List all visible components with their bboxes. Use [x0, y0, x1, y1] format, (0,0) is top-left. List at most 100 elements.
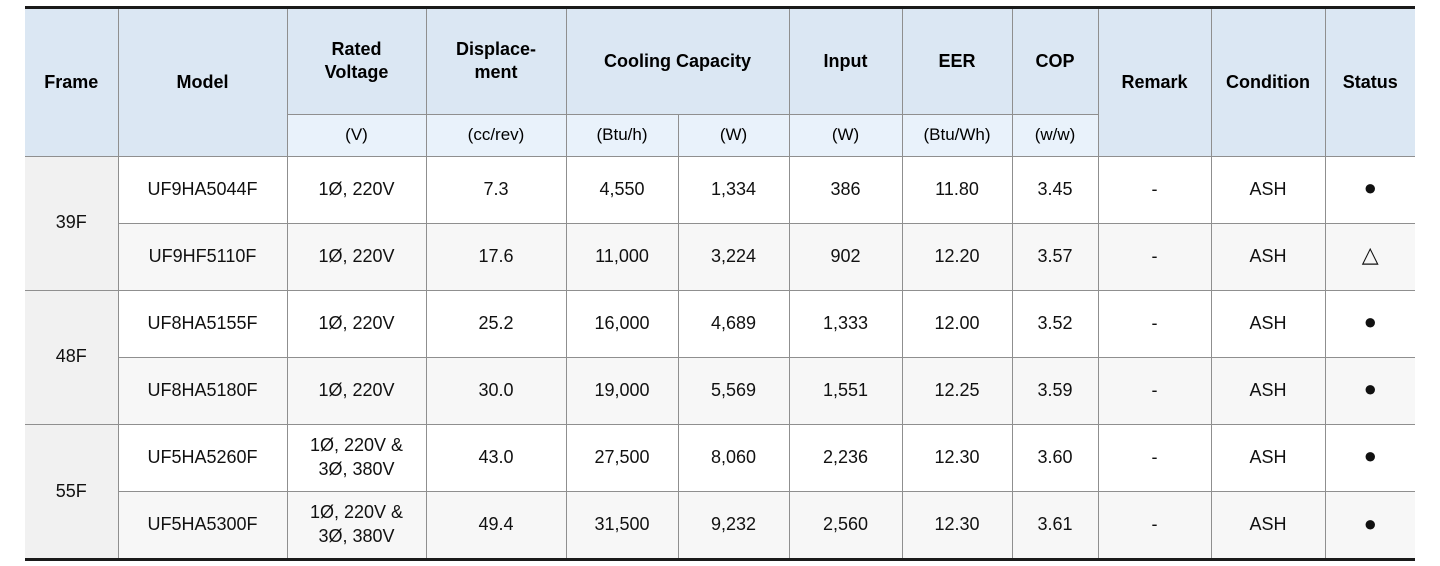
header-row-units: (V) (cc/rev) (Btu/h) (W) (W) (Btu/Wh) (w…: [25, 113, 1415, 157]
cooling-btu-cell: 31,500: [565, 490, 679, 559]
cooling-w-cell: 8,060: [677, 423, 790, 492]
voltage-cell: 1Ø, 220V & 3Ø, 380V: [286, 423, 427, 492]
cooling-w-cell: 1,334: [677, 155, 790, 224]
eer-cell: 12.30: [901, 423, 1013, 492]
column-header-rated-voltage: Rated Voltage: [286, 8, 427, 115]
status-triangle-icon: △: [1361, 242, 1379, 268]
cop-cell: 3.61: [1011, 490, 1099, 559]
input-cell: 1,551: [788, 356, 903, 425]
frame-cell: 48F: [24, 289, 119, 425]
status-cell: ●: [1324, 356, 1416, 425]
status-cell: ●: [1324, 155, 1416, 224]
cooling-btu-cell: 11,000: [565, 222, 679, 291]
column-header-condition: Condition: [1210, 8, 1326, 157]
cop-cell: 3.60: [1011, 423, 1099, 492]
cooling-w-cell: 4,689: [677, 289, 790, 358]
status-filled-circle-icon: ●: [1363, 309, 1377, 335]
column-header-model: Model: [117, 8, 288, 157]
model-cell: UF9HF5110F: [117, 222, 288, 291]
remark-cell: -: [1097, 356, 1212, 425]
model-cell: UF5HA5260F: [117, 423, 288, 492]
status-cell: ●: [1324, 423, 1416, 492]
status-filled-circle-icon: ●: [1363, 175, 1377, 201]
condition-cell: ASH: [1210, 490, 1326, 559]
voltage-cell: 1Ø, 220V: [286, 155, 427, 224]
condition-cell: ASH: [1210, 222, 1326, 291]
column-header-cop: COP: [1011, 8, 1099, 115]
unit-cooling-w: (W): [677, 113, 790, 157]
voltage-cell: 1Ø, 220V & 3Ø, 380V: [286, 490, 427, 559]
condition-cell: ASH: [1210, 356, 1326, 425]
model-cell: UF8HA5155F: [117, 289, 288, 358]
voltage-cell: 1Ø, 220V: [286, 356, 427, 425]
cooling-btu-cell: 27,500: [565, 423, 679, 492]
cooling-btu-cell: 16,000: [565, 289, 679, 358]
remark-cell: -: [1097, 423, 1212, 492]
cooling-w-cell: 9,232: [677, 490, 790, 559]
model-cell: UF9HA5044F: [117, 155, 288, 224]
remark-cell: -: [1097, 155, 1212, 224]
eer-cell: 11.80: [901, 155, 1013, 224]
displacement-cell: 43.0: [425, 423, 567, 492]
frame-cell: 55F: [24, 423, 119, 559]
condition-cell: ASH: [1210, 289, 1326, 358]
status-cell: △: [1324, 222, 1416, 291]
cop-cell: 3.57: [1011, 222, 1099, 291]
column-header-remark: Remark: [1097, 8, 1212, 157]
table-header: Frame Model Rated Voltage Displace- ment…: [24, 8, 1416, 157]
column-header-input: Input: [788, 8, 903, 115]
condition-cell: ASH: [1210, 423, 1326, 492]
column-header-eer: EER: [901, 8, 1013, 115]
status-filled-circle-icon: ●: [1363, 510, 1377, 536]
cop-cell: 3.52: [1011, 289, 1099, 358]
displacement-cell: 7.3: [425, 155, 567, 224]
table-row: UF8HA5180F 1Ø, 220V 30.0 19,000 5,569 1,…: [25, 356, 1416, 425]
input-cell: 902: [788, 222, 903, 291]
unit-rated-voltage: (V): [286, 113, 427, 157]
cop-cell: 3.59: [1011, 356, 1099, 425]
compressor-spec-table: Frame Model Rated Voltage Displace- ment…: [24, 8, 1416, 559]
column-header-cooling-capacity: Cooling Capacity: [565, 8, 790, 115]
table-row: 48F UF8HA5155F 1Ø, 220V 25.2 16,000 4,68…: [24, 289, 1416, 425]
column-header-status: Status: [1324, 8, 1416, 157]
column-header-frame: Frame: [24, 8, 119, 157]
unit-displacement: (cc/rev): [425, 113, 567, 157]
voltage-cell: 1Ø, 220V: [286, 222, 427, 291]
remark-cell: -: [1097, 289, 1212, 358]
displacement-cell: 25.2: [425, 289, 567, 358]
displacement-cell: 30.0: [425, 356, 567, 425]
spec-table-container: Frame Model Rated Voltage Displace- ment…: [24, 6, 1416, 561]
eer-cell: 12.30: [901, 490, 1013, 559]
remark-cell: -: [1097, 490, 1212, 559]
unit-input: (W): [788, 113, 903, 157]
cooling-w-cell: 3,224: [677, 222, 790, 291]
model-cell: UF8HA5180F: [117, 356, 288, 425]
model-cell: UF5HA5300F: [117, 490, 288, 559]
voltage-cell: 1Ø, 220V: [286, 289, 427, 358]
table-row: UF9HF5110F 1Ø, 220V 17.6 11,000 3,224 90…: [25, 222, 1416, 291]
status-cell: ●: [1324, 490, 1416, 559]
input-cell: 2,236: [788, 423, 903, 492]
table-row: 55F UF5HA5260F 1Ø, 220V & 3Ø, 380V 43.0 …: [24, 423, 1416, 559]
input-cell: 1,333: [788, 289, 903, 358]
condition-cell: ASH: [1210, 155, 1326, 224]
displacement-cell: 49.4: [425, 490, 567, 559]
input-cell: 2,560: [788, 490, 903, 559]
displacement-cell: 17.6: [425, 222, 567, 291]
remark-cell: -: [1097, 222, 1212, 291]
eer-cell: 12.20: [901, 222, 1013, 291]
cooling-btu-cell: 4,550: [565, 155, 679, 224]
unit-cooling-btu: (Btu/h): [565, 113, 679, 157]
status-filled-circle-icon: ●: [1363, 376, 1377, 402]
table-row: UF5HA5300F 1Ø, 220V & 3Ø, 380V 49.4 31,5…: [25, 490, 1416, 559]
column-header-displacement: Displace- ment: [425, 8, 567, 115]
unit-eer: (Btu/Wh): [901, 113, 1013, 157]
frame-cell: 39F: [24, 155, 119, 291]
cooling-w-cell: 5,569: [677, 356, 790, 425]
eer-cell: 12.25: [901, 356, 1013, 425]
eer-cell: 12.00: [901, 289, 1013, 358]
cop-cell: 3.45: [1011, 155, 1099, 224]
unit-cop: (w/w): [1011, 113, 1099, 157]
header-row-labels: Frame Model Rated Voltage Displace- ment…: [24, 8, 1416, 157]
